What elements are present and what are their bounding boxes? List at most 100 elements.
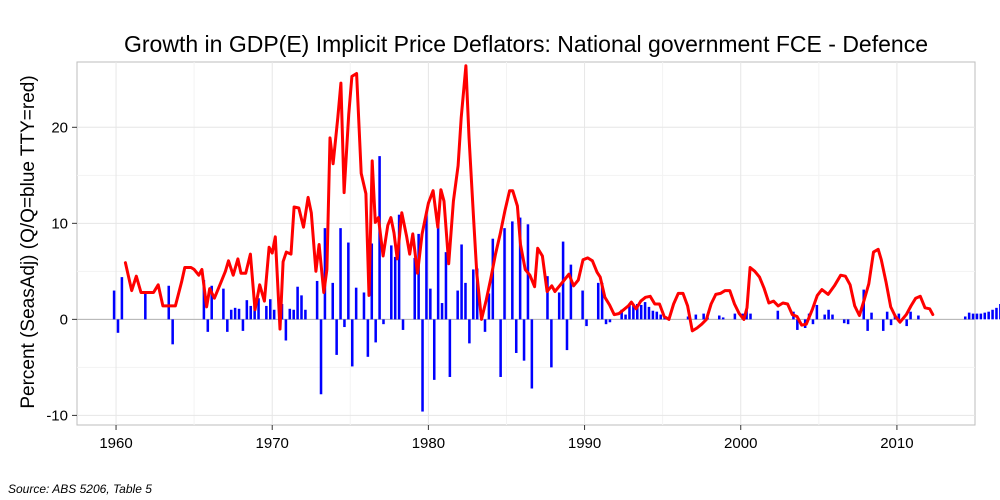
- qq-bar: [885, 311, 889, 320]
- qq-bar: [511, 221, 514, 320]
- qq-bar: [569, 264, 573, 320]
- qq-bar: [870, 312, 873, 320]
- qq-bar: [249, 305, 253, 320]
- qq-bar: [971, 313, 975, 320]
- qq-bar: [253, 304, 256, 320]
- qq-bar: [339, 228, 342, 320]
- qq-bar: [487, 293, 491, 320]
- qq-bar: [300, 295, 303, 320]
- x-axis: 1960 1970 1980 1990 2000 2010: [99, 425, 914, 452]
- qq-bar: [448, 319, 452, 377]
- qq-bar: [468, 319, 471, 344]
- y-tick-label: 0: [60, 311, 68, 328]
- qq-bar: [917, 315, 920, 320]
- qq-bar: [983, 312, 987, 320]
- qq-bar: [596, 282, 600, 320]
- qq-bar: [815, 304, 819, 320]
- qq-bar: [268, 299, 272, 320]
- qq-bar: [651, 310, 655, 320]
- qq-bar: [265, 305, 268, 320]
- qq-bar: [647, 306, 651, 320]
- qq-bar: [550, 319, 553, 368]
- qq-bar: [366, 319, 370, 357]
- qq-bar: [897, 313, 901, 320]
- qq-bar: [499, 319, 502, 377]
- qq-bar: [827, 309, 830, 320]
- qq-bar: [206, 319, 210, 332]
- qq-bar: [721, 317, 725, 320]
- qq-bar: [460, 244, 463, 320]
- qq-bar: [995, 307, 998, 320]
- qq-bar: [350, 319, 354, 367]
- qq-bar: [585, 319, 588, 327]
- x-tick-label: 1970: [256, 435, 289, 452]
- qq-bar: [503, 228, 506, 320]
- y-tick-label: 10: [51, 215, 68, 232]
- qq-bar: [483, 319, 487, 332]
- qq-bar: [347, 242, 350, 320]
- qq-bar: [796, 319, 799, 330]
- qq-bar: [518, 217, 522, 320]
- qq-bar: [370, 243, 374, 320]
- qq-bar: [514, 319, 518, 353]
- qq-bar: [866, 319, 869, 331]
- qq-bar: [343, 319, 346, 328]
- qq-bar: [628, 304, 631, 320]
- qq-bar: [464, 282, 467, 320]
- qq-bar: [257, 298, 260, 320]
- qq-bar: [272, 309, 276, 320]
- qq-bar: [120, 277, 124, 320]
- qq-bar: [659, 314, 662, 320]
- qq-bar: [632, 305, 635, 320]
- qq-bar: [749, 313, 752, 320]
- qq-bar: [284, 319, 288, 341]
- qq-bar: [393, 256, 397, 320]
- qq-bar: [831, 314, 834, 320]
- qq-bar: [604, 319, 608, 325]
- qq-bar: [694, 314, 698, 320]
- qq-bar: [331, 282, 335, 320]
- qq-bar: [456, 290, 459, 320]
- qq-bar: [436, 219, 440, 320]
- qq-bar: [636, 304, 639, 320]
- grid-lines: [77, 62, 975, 425]
- qq-bar: [335, 319, 338, 355]
- qq-bar: [202, 279, 206, 320]
- tty-line: [123, 64, 935, 333]
- qq-bar: [432, 319, 436, 380]
- qq-bar: [733, 313, 737, 320]
- qq-bar: [643, 302, 647, 320]
- qq-bar: [417, 233, 420, 320]
- qq-bar: [233, 307, 237, 320]
- y-axis-label: Percent (SeasAdj) (Q/Q=blue TTY=red): [18, 75, 39, 408]
- qq-bar: [846, 319, 850, 325]
- qq-bar: [304, 309, 307, 320]
- qq-bar: [397, 214, 401, 320]
- qq-bar: [655, 311, 659, 320]
- plot-panel: [76, 61, 976, 426]
- qq-bar: [374, 319, 377, 343]
- qq-bar: [319, 319, 323, 395]
- qq-bar: [167, 285, 171, 320]
- x-tick-label: 2000: [724, 435, 757, 452]
- qq-bar: [440, 303, 444, 320]
- qq-bar: [975, 313, 979, 320]
- qq-bar: [686, 316, 690, 320]
- qq-bar: [565, 319, 569, 351]
- qq-bar: [116, 319, 120, 333]
- qq-bar: [210, 285, 213, 320]
- qq-bar: [413, 257, 416, 320]
- qq-bar: [905, 319, 908, 327]
- qq-bar: [354, 287, 358, 320]
- qq-bar: [608, 319, 612, 323]
- qq-bar: [229, 309, 233, 320]
- qq-bar: [624, 314, 627, 320]
- qq-bar: [362, 292, 366, 320]
- qq-bar: [776, 310, 780, 320]
- qq-bar: [717, 315, 721, 320]
- qq-bar: [557, 292, 561, 320]
- x-tick-label: 2010: [880, 435, 913, 452]
- qq-bar: [245, 300, 249, 320]
- source-note: Source: ABS 5206, Table 5: [8, 482, 152, 496]
- qq-bar: [842, 319, 846, 324]
